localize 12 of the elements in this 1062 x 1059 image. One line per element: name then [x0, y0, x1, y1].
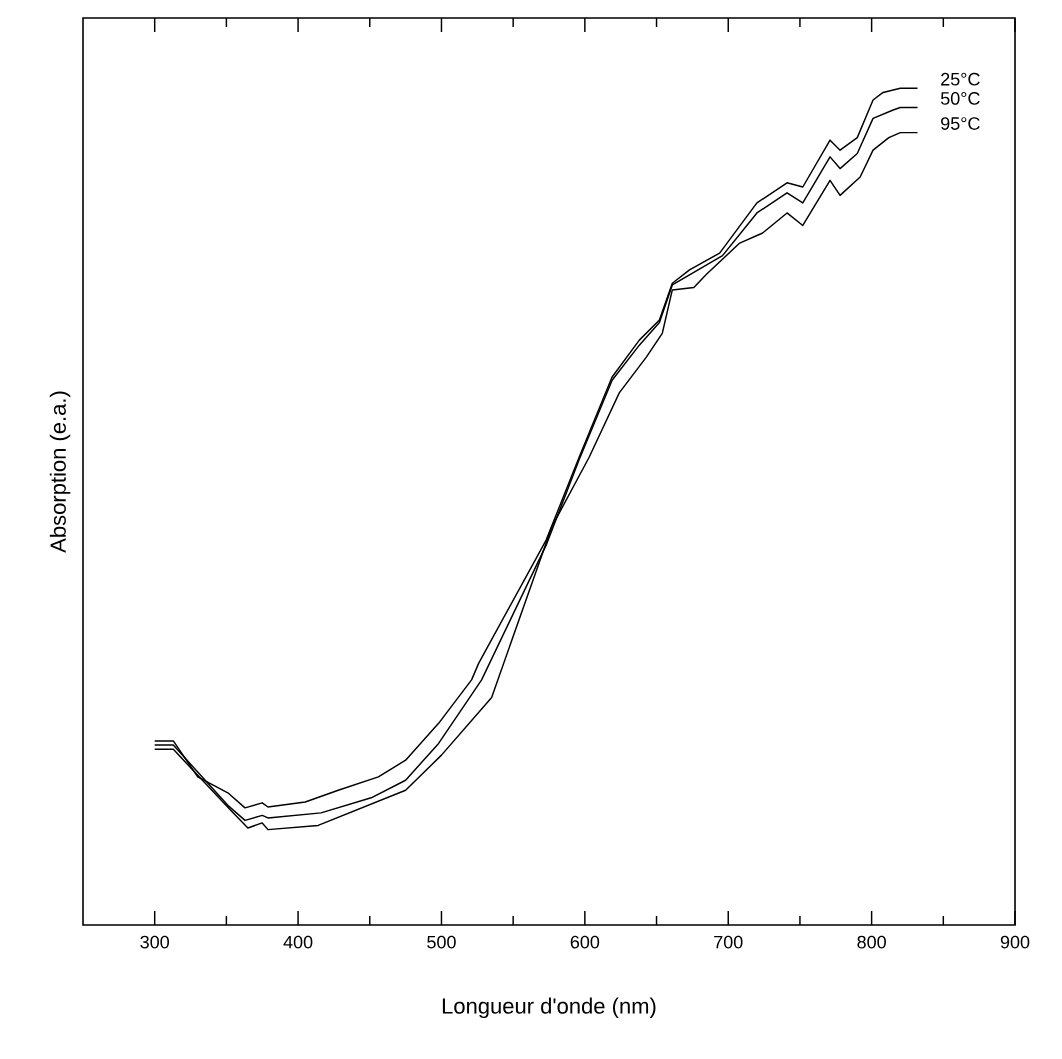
x-tick-label: 900: [1000, 935, 1030, 949]
x-tick-label: 400: [283, 935, 313, 949]
x-tick-label: 300: [140, 935, 169, 949]
y-axis-title: Absorption (e.a.): [49, 391, 71, 553]
series-label: 95°C: [941, 117, 980, 130]
x-tick-label: 600: [570, 935, 600, 949]
x-tick-label: 500: [427, 935, 456, 949]
series-label: 50°C: [940, 92, 980, 105]
series-label: 25°C: [941, 72, 980, 86]
x-axis-title: Longueur d'onde (nm): [442, 997, 656, 1019]
x-tick-label: 800: [857, 935, 886, 949]
x-tick-label: 700: [714, 935, 743, 949]
